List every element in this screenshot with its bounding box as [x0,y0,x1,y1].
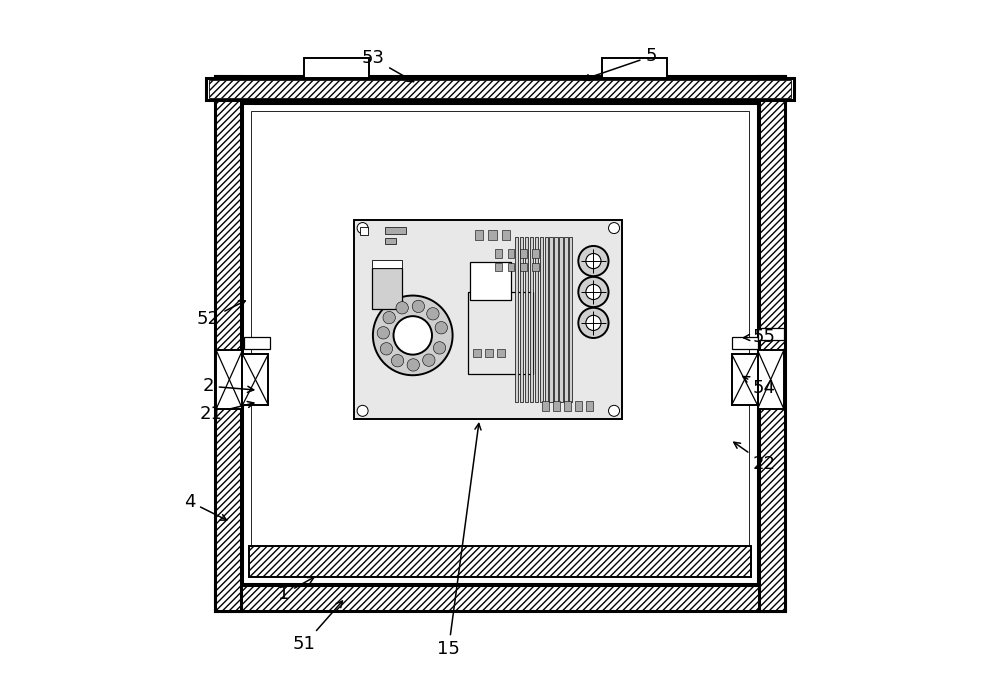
Circle shape [586,254,601,269]
Bar [530,237,533,402]
Bar [520,237,523,402]
Bar [759,76,785,611]
Text: 5: 5 [583,47,657,80]
Bar [473,349,481,357]
Bar [385,227,406,234]
Circle shape [435,322,447,334]
Circle shape [427,308,439,320]
Circle shape [383,311,395,324]
Bar [532,263,539,271]
Circle shape [391,354,404,367]
Text: 15: 15 [437,423,481,658]
Bar [215,585,785,611]
Circle shape [407,359,419,371]
Circle shape [586,315,601,330]
Circle shape [578,246,609,276]
Text: 51: 51 [293,601,342,653]
Bar [586,401,593,411]
Bar [549,237,553,402]
Bar [495,249,502,258]
Bar [525,237,528,402]
Bar [215,76,241,611]
Bar [242,103,758,584]
Circle shape [396,302,408,314]
Bar [602,58,667,78]
Circle shape [433,341,446,354]
Bar [470,262,511,300]
Circle shape [586,284,601,300]
Bar [485,349,493,357]
Bar [732,354,758,405]
Circle shape [394,316,432,354]
Bar [244,337,270,349]
Bar [372,260,402,269]
Bar [553,401,560,411]
Bar [758,328,784,340]
Text: 2: 2 [202,377,254,395]
Bar [385,238,396,244]
Bar [564,237,568,402]
Bar [515,237,518,402]
Bar [542,401,549,411]
Bar [564,401,571,411]
Bar [249,546,751,577]
Bar [508,263,514,271]
Bar [475,230,483,240]
Bar [502,230,510,240]
Bar [575,401,582,411]
Circle shape [357,405,368,416]
Bar [251,111,749,576]
Bar [508,249,514,258]
Bar [545,237,548,402]
Circle shape [377,326,390,339]
Bar [354,220,622,419]
Text: 54: 54 [743,376,776,397]
Bar [215,76,785,102]
Circle shape [412,300,425,313]
Bar [532,249,539,258]
Bar [559,237,563,402]
Bar [304,58,369,78]
Bar [535,237,538,402]
Bar [488,230,497,240]
Text: 53: 53 [361,49,414,82]
Bar [520,263,527,271]
Bar [242,354,268,405]
Circle shape [373,295,453,375]
Circle shape [578,308,609,338]
Bar [209,80,791,98]
Bar [495,263,502,271]
Text: 55: 55 [744,328,776,346]
Text: 52: 52 [197,301,245,328]
Circle shape [609,405,620,416]
Bar [554,237,558,402]
Circle shape [578,277,609,307]
Text: 22: 22 [734,442,776,473]
Bar [732,337,758,349]
Circle shape [423,354,435,366]
Circle shape [380,343,393,355]
Bar [206,78,794,100]
Text: 4: 4 [184,493,227,520]
Bar [372,269,402,310]
Circle shape [609,223,620,234]
Bar [468,292,533,374]
Text: 21: 21 [200,401,254,423]
Bar [520,249,527,258]
Bar [569,237,572,402]
Text: 1: 1 [278,577,314,603]
Circle shape [357,223,368,234]
Bar [758,350,784,409]
Bar [497,349,505,357]
Bar [216,350,242,409]
Bar [540,237,543,402]
Bar [360,227,368,235]
